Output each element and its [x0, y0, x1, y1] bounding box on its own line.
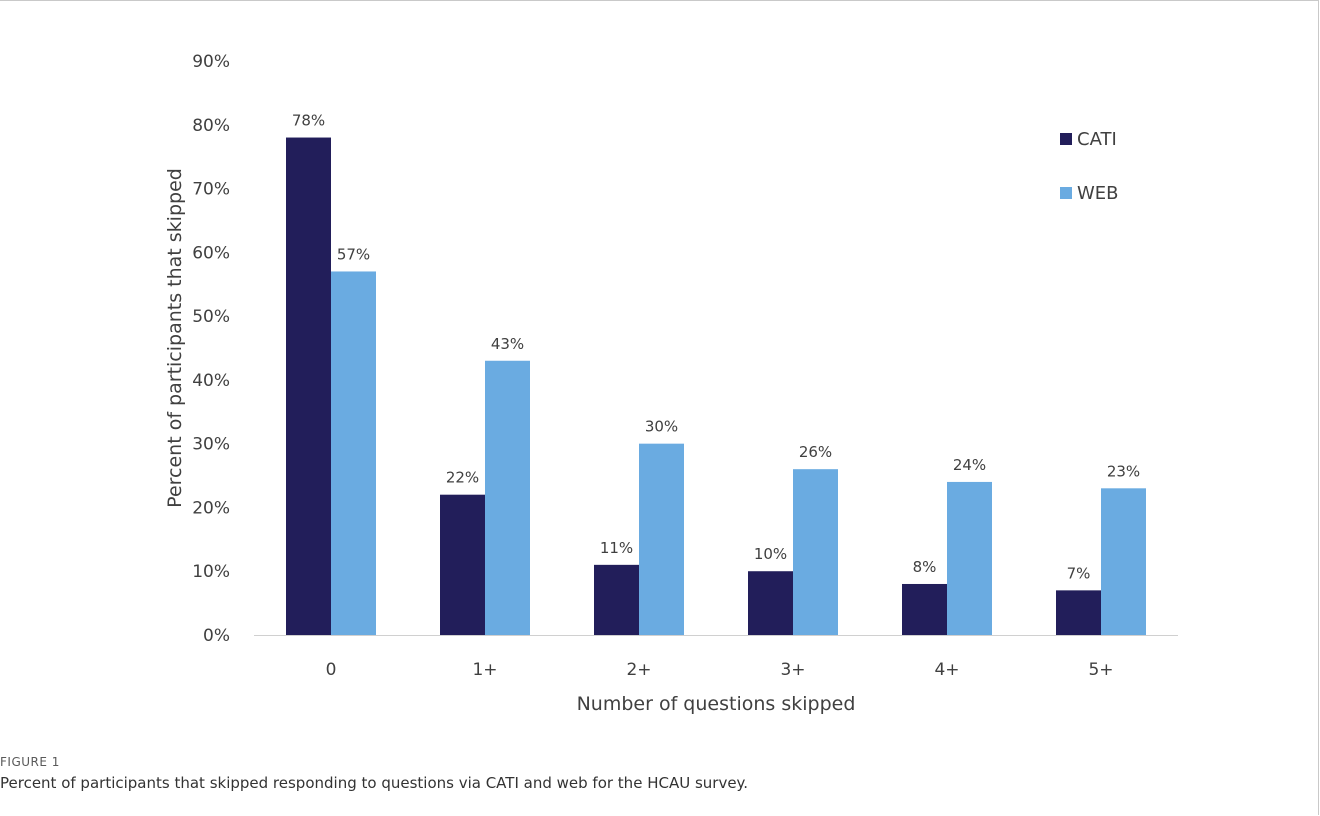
bar-web: [947, 481, 992, 635]
y-tick-label: 80%: [192, 116, 230, 136]
data-label-cati: 22%: [446, 469, 479, 487]
bar-cati: [748, 571, 793, 635]
bar-cati: [1056, 590, 1101, 635]
bar-cati: [440, 494, 485, 635]
data-label-web: 43%: [491, 335, 524, 353]
y-tick-label: 70%: [192, 180, 230, 200]
y-tick-label: 60%: [192, 243, 230, 263]
y-axis-title: Percent of participants that skipped: [164, 168, 186, 508]
x-axis-title: Number of questions skipped: [577, 693, 856, 715]
y-tick-label: 30%: [192, 435, 230, 455]
y-tick-label: 40%: [192, 371, 230, 391]
y-tick-label: 10%: [192, 562, 230, 582]
legend-label-cati: CATI: [1077, 129, 1117, 150]
bar-web: [485, 360, 530, 635]
bar-cati: [594, 564, 639, 635]
y-tick-label: 0%: [203, 626, 230, 646]
data-label-cati: 7%: [1067, 564, 1091, 582]
bar-web: [793, 469, 838, 635]
x-tick-label: 3+: [780, 660, 805, 680]
data-label-cati: 11%: [600, 539, 633, 557]
data-label-cati: 8%: [913, 558, 937, 576]
data-label-cati: 78%: [292, 112, 325, 130]
bar-cati: [286, 137, 331, 636]
y-tick-label: 20%: [192, 498, 230, 518]
bar-chart: 0% 10% 20% 30% 40% 50% 60% 70% 80% 90% 78% 57% 0 22% 4…: [164, 52, 1178, 715]
bar-cati: [902, 583, 947, 635]
data-label-web: 30%: [645, 418, 678, 436]
data-label-web: 26%: [799, 443, 832, 461]
bar-web: [331, 271, 376, 635]
x-tick-label: 0: [326, 660, 337, 680]
data-label-web: 57%: [337, 245, 370, 263]
figure-caption: Percent of participants that skipped res…: [0, 774, 749, 792]
x-tick-label: 4+: [934, 660, 959, 680]
legend-swatch-web: [1060, 187, 1072, 199]
legend-swatch-cati: [1060, 133, 1072, 145]
legend-label-web: WEB: [1077, 183, 1119, 204]
y-tick-label: 90%: [192, 52, 230, 72]
data-label-web: 23%: [1107, 462, 1140, 480]
bar-web: [639, 443, 684, 635]
x-tick-label: 1+: [472, 660, 497, 680]
x-tick-label: 2+: [626, 660, 651, 680]
figure-label: FIGURE 1: [0, 755, 60, 769]
data-label-web: 24%: [953, 456, 986, 474]
bar-web: [1101, 488, 1146, 635]
y-tick-label: 50%: [192, 307, 230, 327]
x-tick-label: 5+: [1088, 660, 1113, 680]
data-label-cati: 10%: [754, 545, 787, 563]
